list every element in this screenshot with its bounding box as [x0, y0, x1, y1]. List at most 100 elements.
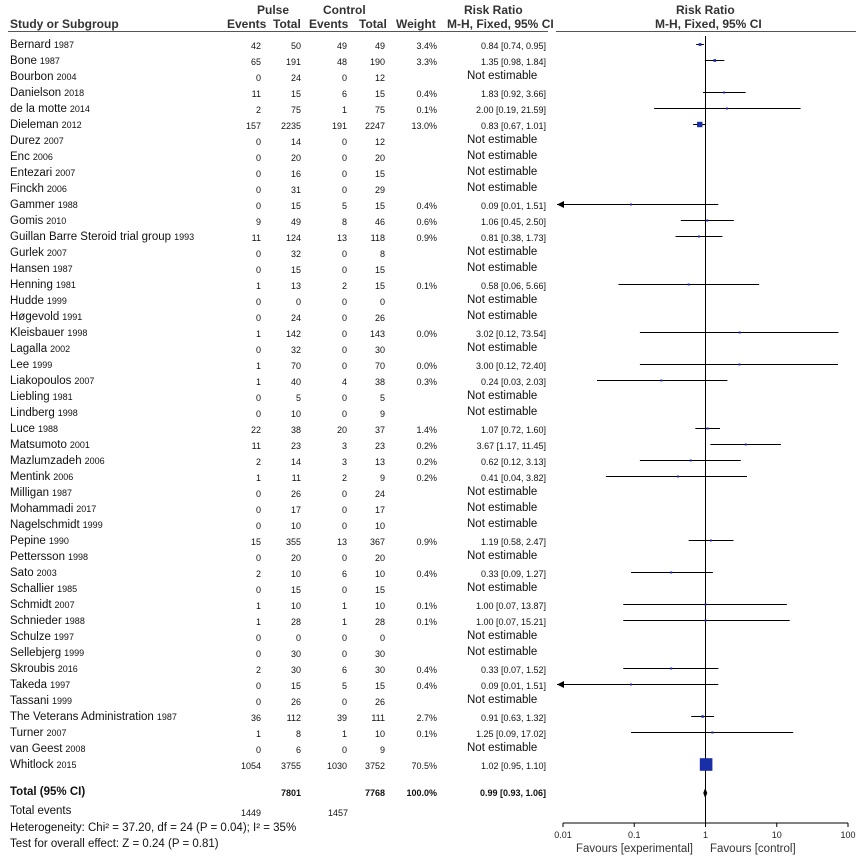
control-total-cell: 15	[374, 681, 385, 691]
pulse-events-cell: 0	[255, 585, 261, 595]
pulse-events-cell: 0	[255, 201, 261, 211]
study-marker	[676, 475, 679, 478]
control-total-cell: 15	[374, 281, 385, 291]
study-year: 2007	[46, 248, 67, 258]
pulse-events-cell: 0	[255, 393, 261, 403]
favours-experimental-label: Favours [experimental]	[576, 843, 693, 855]
pulse-events-cell: 1054	[240, 761, 261, 771]
study-year: 1988	[64, 616, 85, 626]
control-total-cell: 17	[374, 505, 385, 515]
ci-cell: 0.09 [0.01, 1.51]	[480, 681, 546, 691]
control-total-cell: 10	[374, 521, 385, 531]
study-marker	[670, 667, 673, 670]
study-name: Mazlumzadeh	[10, 455, 82, 467]
weight-cell: 3.3%	[416, 57, 437, 67]
control-events-cell: 0	[341, 249, 347, 259]
pulse-total-cell: 30	[290, 665, 301, 675]
study-label: Lindberg 1998	[10, 405, 78, 420]
pulse-total-cell: 8	[295, 729, 301, 739]
pulse-total-cell: 124	[285, 233, 301, 243]
control-total-cell: 23	[374, 441, 385, 451]
study-name: de la motte	[10, 103, 67, 115]
study-year: 2001	[69, 440, 90, 450]
weight-header: Weight	[396, 17, 436, 31]
study-year: 2007	[55, 168, 76, 178]
pulse-events-cell: 65	[250, 57, 261, 67]
control-total-cell: 30	[374, 665, 385, 675]
weight-cell: 70.5%	[411, 761, 437, 771]
control-events-cell: 0	[341, 297, 347, 307]
ci-cell: 0.91 [0.63, 1.32]	[480, 713, 546, 723]
pulse-events-cell: 0	[255, 185, 261, 195]
study-marker	[701, 715, 704, 718]
control-events-cell: 0	[341, 489, 347, 499]
method-header-left: M-H, Fixed, 95% CI	[447, 17, 554, 31]
ci-cell: 1.07 [0.72, 1.60]	[480, 425, 546, 435]
control-events-cell: 6	[341, 569, 347, 579]
study-marker	[704, 603, 707, 606]
pulse-total-cell: 14	[290, 137, 301, 147]
pulse-total-cell: 2235	[280, 121, 301, 131]
study-name: Durez	[10, 135, 41, 147]
control-events-cell: 5	[341, 681, 347, 691]
pulse-total-sum: 7801	[280, 788, 301, 798]
control-events-cell: 191	[331, 121, 347, 131]
x-tick-label: 10	[772, 830, 782, 840]
pulse-total-header: Total	[273, 17, 301, 31]
ci-cell: Not estimable	[467, 134, 538, 146]
control-total-cell: 5	[379, 393, 385, 403]
chart-subtitle: M-H, Fixed, 95% CI	[655, 17, 762, 31]
study-year: 1998	[67, 552, 89, 562]
pulse-events-cell: 1	[255, 729, 261, 739]
control-events-cell: 5	[341, 201, 347, 211]
control-events-cell: 6	[341, 665, 347, 675]
ci-arrow-left	[557, 201, 564, 208]
control-total-cell: 10	[374, 601, 385, 611]
ci-cell: Not estimable	[467, 182, 538, 194]
ci-cell: 1.35 [0.98, 1.84]	[480, 57, 546, 67]
study-label: Gomis 2010	[10, 213, 66, 228]
pulse-total-cell: 15	[290, 89, 301, 99]
study-name: Høgevold	[10, 311, 60, 323]
control-total-events: 1457	[327, 808, 348, 818]
weight-cell: 0.4%	[416, 569, 437, 579]
pulse-events-cell: 0	[255, 345, 261, 355]
ci-cell: 3.00 [0.12, 72.40]	[475, 361, 546, 371]
control-total-cell: 9	[379, 745, 385, 755]
ci-cell: Not estimable	[467, 582, 538, 594]
study-year: 1998	[67, 328, 88, 338]
weight-cell: 0.2%	[416, 457, 437, 467]
study-name: Gomis	[10, 215, 44, 227]
study-label: The Veterans Administration 1987	[10, 709, 177, 724]
study-marker	[629, 203, 632, 206]
study-name: Takeda	[10, 679, 48, 691]
study-year: 2017	[76, 504, 97, 514]
pulse-events-cell: 11	[251, 441, 261, 451]
study-marker	[704, 619, 707, 622]
control-events-cell: 0	[341, 361, 347, 371]
control-total-cell: 30	[374, 649, 385, 659]
control-events-cell: 0	[341, 745, 347, 755]
control-total-cell: 70	[374, 361, 385, 371]
pulse-total-cell: 16	[290, 169, 301, 179]
control-total-cell: 12	[374, 137, 385, 147]
study-name: Milligan	[10, 487, 49, 499]
study-name: Mentink	[10, 471, 51, 483]
control-group-header: Control	[323, 3, 366, 17]
study-name: van Geest	[10, 743, 63, 755]
control-events-cell: 0	[341, 649, 347, 659]
pulse-total-cell: 3755	[280, 761, 301, 771]
ci-cell: Not estimable	[467, 550, 538, 562]
pulse-events-cell: 0	[255, 697, 261, 707]
pulse-total-cell: 10	[290, 601, 301, 611]
study-label: Mohammadi 2017	[10, 501, 96, 516]
weight-cell: 13.0%	[411, 121, 437, 131]
control-events-cell: 0	[341, 345, 347, 355]
pulse-total-cell: 50	[290, 41, 301, 51]
study-marker	[697, 121, 703, 128]
pulse-events-cell: 2	[255, 665, 261, 675]
study-column-header: Study or Subgroup	[10, 17, 119, 31]
control-total-cell: 9	[379, 409, 385, 419]
study-year: 2007	[43, 136, 64, 146]
